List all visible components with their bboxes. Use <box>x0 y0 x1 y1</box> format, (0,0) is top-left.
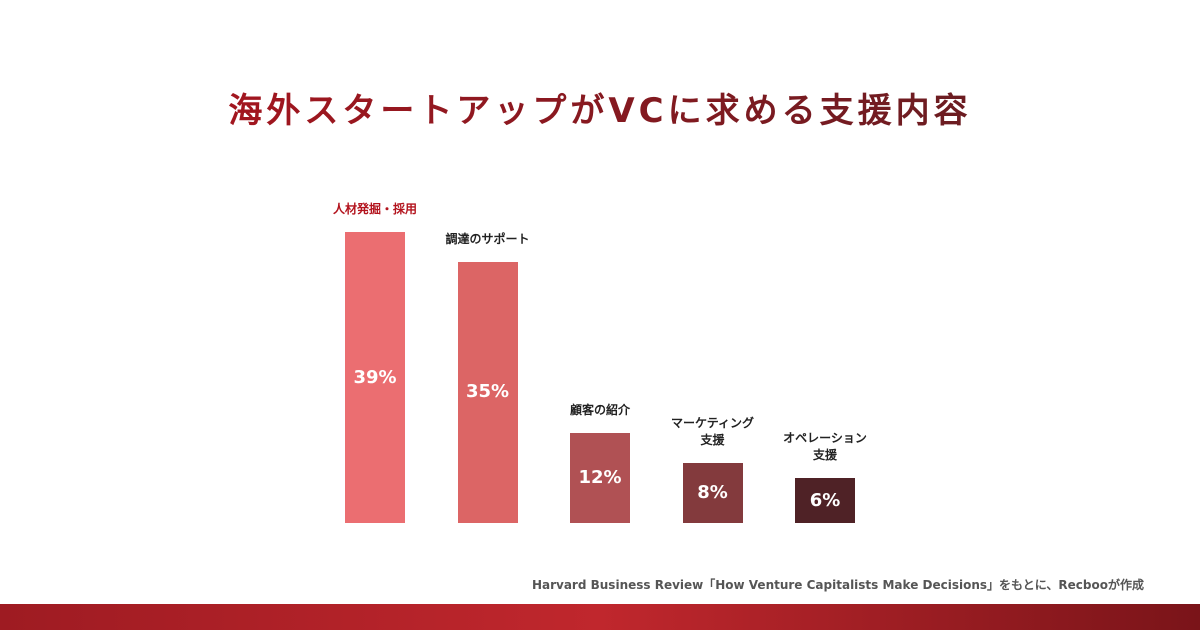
category-label: オペレーション 支援 <box>783 431 867 463</box>
bar <box>345 232 405 523</box>
bar <box>570 433 630 523</box>
bar-value-label: 6% <box>809 489 841 511</box>
bar <box>795 478 855 523</box>
chart-title: 海外スタートアップがVCに求める支援内容 <box>0 88 1200 134</box>
bar-value-label: 12% <box>578 467 622 489</box>
bar-value-label: 35% <box>465 381 510 403</box>
bar-value-label: 39% <box>353 366 397 388</box>
bar <box>457 261 518 523</box>
category-label: 人材発掘・採用 <box>332 202 417 216</box>
category-label: マーケティング 支援 <box>670 416 755 448</box>
bar-value-label: 8% <box>697 482 728 504</box>
source-note: Harvard Business Review「How Venture Capi… <box>531 578 1144 592</box>
bottom-accent-band <box>0 604 1200 630</box>
category-label: 調達のサポート <box>445 231 530 246</box>
bar <box>682 463 743 523</box>
category-label: 顧客の紹介 <box>569 403 630 418</box>
